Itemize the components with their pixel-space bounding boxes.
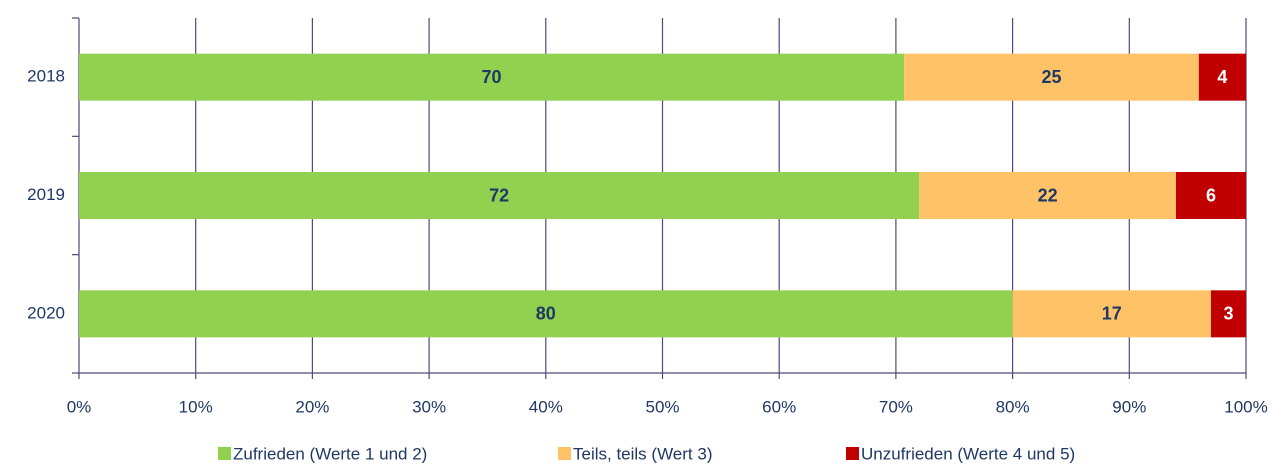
x-tick-label: 10% — [179, 397, 213, 416]
bar-segment — [1198, 53, 1246, 101]
data-label: 17 — [1102, 304, 1122, 324]
legend-label: Zufrieden (Werte 1 und 2) — [233, 444, 427, 463]
legend-swatch — [558, 447, 571, 460]
x-tick-label: 100% — [1224, 397, 1267, 416]
legend-label: Unzufrieden (Werte 4 und 5) — [861, 444, 1075, 463]
bar-segment — [1175, 172, 1246, 219]
legend-label: Teils, teils (Wert 3) — [573, 444, 713, 463]
x-tick-label: 80% — [996, 397, 1030, 416]
x-tick-label: 30% — [412, 397, 446, 416]
bar-segment — [1012, 290, 1211, 338]
bar-segment — [1210, 290, 1246, 338]
x-tick-label: 50% — [645, 397, 679, 416]
data-label: 3 — [1223, 304, 1233, 324]
legend-swatch — [846, 447, 859, 460]
data-label: 72 — [489, 185, 509, 205]
data-label: 80 — [536, 304, 556, 324]
x-tick-label: 90% — [1112, 397, 1146, 416]
data-label: 6 — [1206, 185, 1216, 205]
legend-swatch — [218, 447, 231, 460]
y-tick-label: 2018 — [27, 67, 65, 86]
bar-segment — [79, 290, 1013, 338]
data-label: 4 — [1217, 67, 1227, 87]
x-tick-label: 40% — [529, 397, 563, 416]
bar-segment — [79, 172, 920, 219]
y-tick-label: 2020 — [27, 303, 65, 322]
bar-segment — [79, 53, 905, 101]
x-tick-label: 70% — [879, 397, 913, 416]
x-tick-label: 60% — [762, 397, 796, 416]
y-tick-label: 2019 — [27, 185, 65, 204]
bar-segment — [904, 53, 1199, 101]
x-tick-label: 0% — [67, 397, 92, 416]
x-tick-label: 20% — [295, 397, 329, 416]
data-label: 25 — [1041, 67, 1061, 87]
data-label: 22 — [1038, 185, 1058, 205]
bar-segment — [919, 172, 1176, 219]
data-label: 70 — [482, 67, 502, 87]
